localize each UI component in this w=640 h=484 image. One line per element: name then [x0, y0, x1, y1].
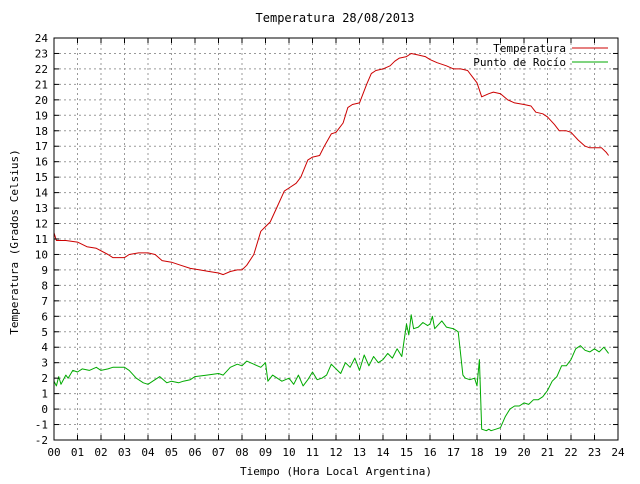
y-tick-label: -2 — [35, 434, 48, 447]
x-tick-label: 12 — [329, 446, 342, 459]
legend: Temperatura Punto de Rocío — [473, 42, 608, 69]
y-tick-label: 16 — [35, 156, 48, 169]
y-tick-label: 3 — [41, 357, 48, 370]
y-tick-label: 0 — [41, 403, 48, 416]
x-tick-label: 04 — [141, 446, 155, 459]
y-tick-label: 21 — [35, 78, 48, 91]
x-tick-label: 18 — [470, 446, 483, 459]
y-tick-label: 11 — [35, 233, 48, 246]
y-tick-label: 19 — [35, 109, 48, 122]
x-tick-label: 00 — [47, 446, 60, 459]
y-tick-label: 9 — [41, 264, 48, 277]
x-tick-label: 09 — [259, 446, 272, 459]
x-tick-label: 21 — [541, 446, 554, 459]
x-tick-label: 07 — [212, 446, 225, 459]
series-line-punto-rocio — [53, 314, 609, 432]
series-line-temperatura — [53, 53, 610, 276]
grid-lines — [54, 38, 618, 440]
x-tick-label: 24 — [611, 446, 625, 459]
x-tick-label: 14 — [376, 446, 390, 459]
y-tick-label: 10 — [35, 248, 48, 261]
y-tick-label: 14 — [35, 187, 49, 200]
x-tick-label: 01 — [71, 446, 84, 459]
y-tick-label: 6 — [41, 310, 48, 323]
y-tick-label: 13 — [35, 202, 48, 215]
series-layer — [53, 53, 610, 432]
x-tick-label: 11 — [306, 446, 319, 459]
x-tick-label: 13 — [353, 446, 366, 459]
y-tick-label: 8 — [41, 279, 48, 292]
y-tick-label: 22 — [35, 63, 48, 76]
x-tick-label: 08 — [235, 446, 248, 459]
x-tick-label: 03 — [118, 446, 131, 459]
y-tick-label: -1 — [35, 419, 48, 432]
x-tick-label: 02 — [94, 446, 107, 459]
x-tick-label: 19 — [494, 446, 507, 459]
y-tick-label: 23 — [35, 47, 48, 60]
x-tick-label: 23 — [588, 446, 601, 459]
y-tick-label: 12 — [35, 218, 48, 231]
legend-label-punto-rocio: Punto de Rocío — [473, 56, 566, 69]
y-tick-label: 17 — [35, 140, 48, 153]
y-tick-label: 20 — [35, 94, 48, 107]
x-tick-label: 10 — [282, 446, 295, 459]
x-tick-label: 17 — [447, 446, 460, 459]
x-tick-label: 15 — [400, 446, 413, 459]
x-tick-label: 20 — [517, 446, 530, 459]
y-tick-label: 18 — [35, 125, 48, 138]
y-tick-label: 2 — [41, 372, 48, 385]
x-tick-label: 06 — [188, 446, 201, 459]
chart-title: Temperatura 28/08/2013 — [256, 11, 415, 25]
y-tick-label: 5 — [41, 326, 48, 339]
y-tick-label: 1 — [41, 388, 48, 401]
x-tick-label: 16 — [423, 446, 436, 459]
x-tick-label: 22 — [564, 446, 577, 459]
y-tick-label: 15 — [35, 171, 48, 184]
legend-label-temperatura: Temperatura — [493, 42, 566, 55]
x-axis-label: Tiempo (Hora Local Argentina) — [240, 465, 432, 478]
y-tick-label: 24 — [35, 32, 49, 45]
y-axis-label: Temperatura (Grados Celsius) — [8, 149, 21, 334]
x-tick-label: 05 — [165, 446, 178, 459]
y-tick-label: 4 — [41, 341, 48, 354]
y-tick-label: 7 — [41, 295, 48, 308]
axis-ticks: 00 01 02 03 04 05 06 07 08 09 10 11 12 13 14 15 16 17 18 19… — [35, 32, 625, 459]
